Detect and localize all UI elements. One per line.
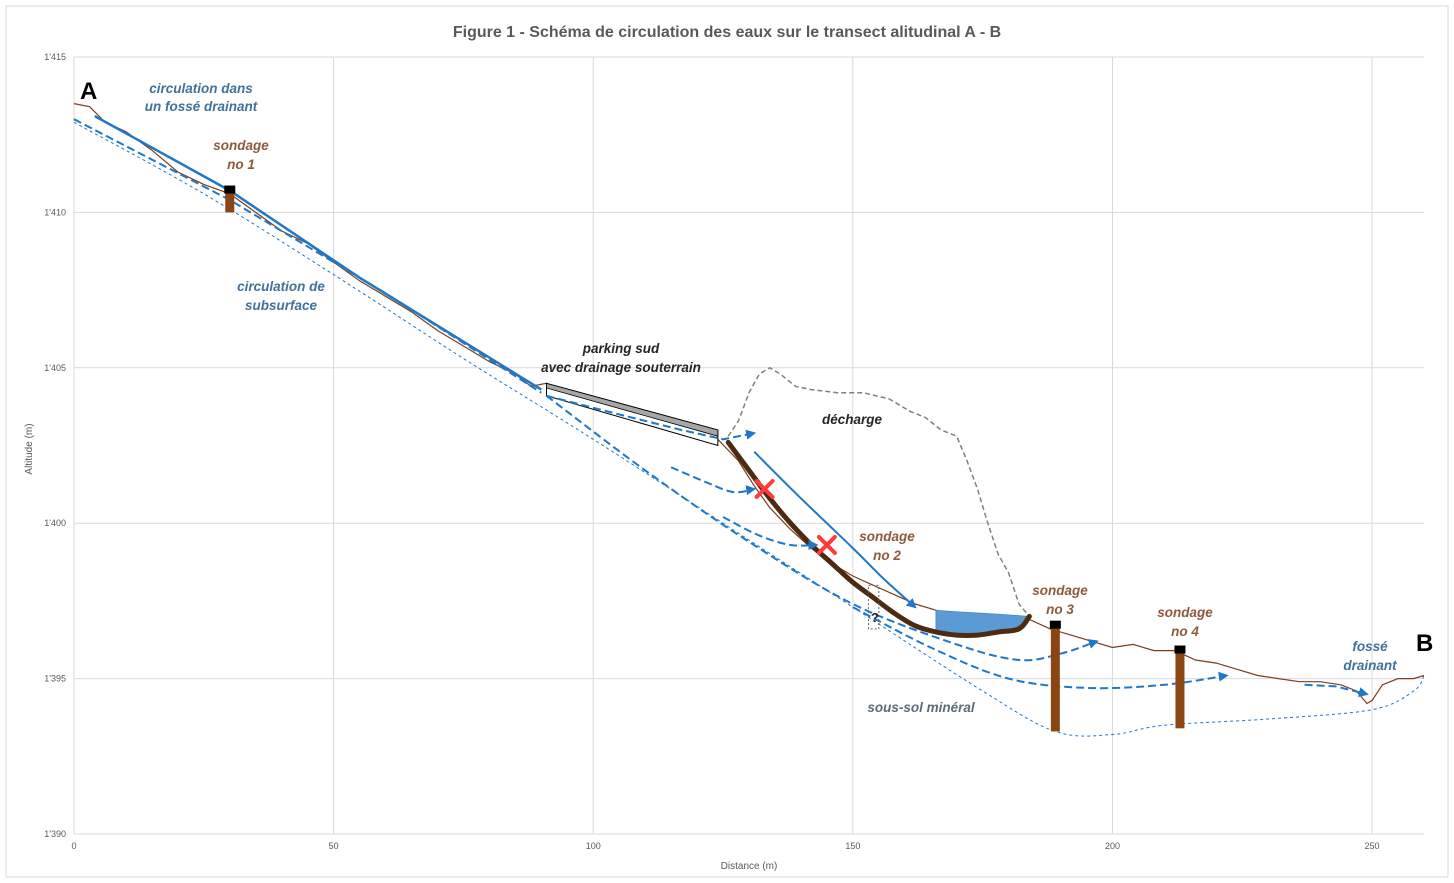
unknown-zone	[867, 584, 880, 630]
deep-subsurface-flow-arrow-1	[545, 395, 1099, 662]
subsurface-flow-label-line1: circulation de	[237, 279, 325, 294]
diagram-marks	[73, 103, 1425, 737]
x-tick-label: 200	[1105, 841, 1120, 851]
borehole-3-label-line2: no 3	[1046, 602, 1074, 617]
ditch-flow-label-line1: circulation dans	[149, 81, 253, 96]
borehole-1	[225, 187, 235, 213]
borehole-1-cap	[224, 185, 236, 194]
ditch-b-flow-arrow	[1304, 683, 1369, 698]
borehole-4-label-line2: no 4	[1171, 624, 1199, 639]
borehole-3-label-line1: sondage	[1032, 583, 1088, 598]
borehole-3	[1050, 622, 1060, 732]
drainage-outlet-flow-arrow	[546, 394, 757, 441]
point-b-label: B	[1416, 630, 1433, 657]
subsurface-flow-label-line2: subsurface	[245, 298, 318, 313]
x-tick-label: 0	[71, 841, 76, 851]
x-tick-label: 50	[329, 841, 339, 851]
borehole-2-label-line1: sondage	[859, 529, 915, 544]
blocked-mark-2-stroke	[816, 534, 837, 555]
borehole-1-label-line2: no 1	[227, 157, 255, 172]
x-axis-label: Distance (m)	[721, 861, 778, 872]
y-tick-label: 1'415	[44, 52, 66, 62]
x-tick-label: 100	[586, 841, 601, 851]
borehole-3-cap	[1049, 620, 1061, 629]
chart-title: Figure 1 - Schéma de circulation des eau…	[453, 24, 1001, 41]
x-axis-ticks: 0 50 100 150 200 250	[71, 841, 1379, 851]
y-tick-label: 1'395	[44, 674, 66, 684]
dump-barrier-line	[725, 439, 1032, 638]
y-tick-label: 1'400	[44, 518, 66, 528]
y-tick-label: 1'405	[44, 363, 66, 373]
borehole-4-cap	[1174, 645, 1186, 654]
blocked-mark-1-stroke	[754, 479, 775, 500]
dump-label: décharge	[822, 412, 883, 427]
grid	[73, 56, 1424, 835]
borehole-4	[1175, 647, 1185, 729]
mineral-subsoil-label: sous-sol minéral	[867, 700, 975, 715]
blocked-flow-arrow-2	[722, 516, 819, 551]
ditch-flow-label-line2: un fossé drainant	[145, 99, 258, 114]
y-tick-label: 1'410	[44, 207, 66, 217]
blocked-flow-arrow-1	[670, 466, 757, 496]
y-axis-label: Altitude (m)	[24, 423, 35, 474]
mineral-subsoil-line	[73, 121, 1425, 737]
parking-surface	[546, 382, 719, 437]
ditch-b-label-line1: fossé	[1352, 639, 1388, 654]
unknown-zone-label: ?	[871, 610, 879, 625]
dump-outline	[727, 366, 1030, 617]
parking-label-line2: avec drainage souterrain	[541, 360, 701, 375]
y-tick-label: 1'390	[44, 829, 66, 839]
dump-runoff-arrow	[753, 450, 917, 609]
borehole-1-label-line1: sondage	[213, 138, 269, 153]
x-tick-label: 250	[1365, 841, 1380, 851]
ditch-b-label-line2: drainant	[1343, 658, 1397, 673]
parking-label-line1: parking sud	[582, 341, 660, 356]
borehole-4-label-line1: sondage	[1157, 605, 1213, 620]
ditch-flow-line	[94, 115, 542, 391]
y-axis-ticks: 1'390 1'395 1'400 1'405 1'410 1'415	[44, 52, 66, 839]
diagram-labels: A B circulation dans un fossé drainant c…	[80, 78, 1433, 715]
point-a-label: A	[80, 78, 97, 105]
x-tick-label: 150	[845, 841, 860, 851]
borehole-2-label-line2: no 2	[873, 548, 901, 563]
deep-subsurface-flow-arrow-2	[852, 606, 1229, 690]
